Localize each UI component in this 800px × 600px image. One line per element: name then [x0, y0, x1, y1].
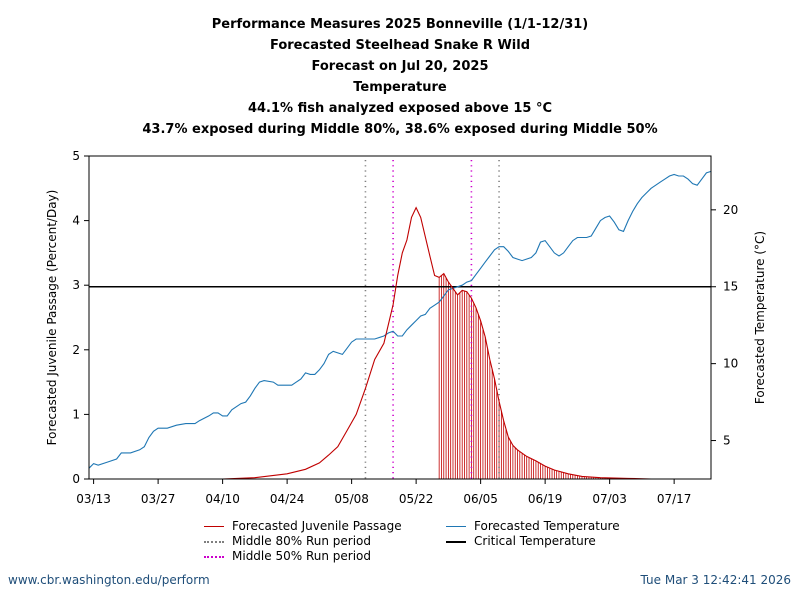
x-tick-label: 07/17 [657, 492, 692, 506]
chart-subtitle-measure: Temperature [353, 80, 447, 95]
chart-subtitle-species: Forecasted Steelhead Snake R Wild [269, 38, 531, 53]
legend-swatch-middle80 [204, 541, 224, 543]
footer-url[interactable]: www.cbr.washington.edu/perform [8, 573, 210, 587]
chart-titles: Performance Measures 2025 Bonneville (1/… [0, 14, 800, 140]
footer-timestamp: Tue Mar 3 12:42:41 2026 [640, 573, 791, 587]
legend-swatch-critical [446, 541, 466, 543]
x-tick-label: 05/22 [399, 492, 434, 506]
legend-swatch-passage [204, 526, 224, 527]
x-tick-label: 04/10 [205, 492, 240, 506]
series-line-temperature [88, 170, 712, 469]
chart-subtitle-exposure-total: 44.1% fish analyzed exposed above 15 °C [247, 101, 553, 116]
y-tick-label: 0 [72, 472, 80, 486]
y-tick-label: 5 [72, 149, 80, 163]
y-axis-title: Forecasted Juvenile Passage (Percent/Day… [45, 190, 59, 446]
y-tick-label: 3 [72, 278, 80, 292]
x-tick-label: 04/24 [270, 492, 305, 506]
plot-frame [88, 155, 712, 480]
legend-label-middle80: Middle 80% Run period [232, 534, 371, 548]
y2-axis-title: Forecasted Temperature (°C) [753, 231, 767, 404]
legend-label-passage: Forecasted Juvenile Passage [232, 519, 402, 533]
chart-subtitle-forecast-date: Forecast on Jul 20, 2025 [311, 59, 489, 74]
y2-tick-label: 5 [723, 434, 731, 448]
y2-tick-label: 15 [723, 280, 738, 294]
y-tick-label: 4 [72, 214, 80, 228]
x-tick-label: 06/05 [463, 492, 498, 506]
y2-tick-label: 10 [723, 357, 738, 371]
y-tick-label: 2 [72, 343, 80, 357]
legend-label-critical: Critical Temperature [474, 534, 596, 548]
legend-label-temperature: Forecasted Temperature [474, 519, 620, 533]
series-line-passage [222, 206, 652, 480]
x-tick-label: 06/19 [528, 492, 563, 506]
chart-title: Performance Measures 2025 Bonneville (1/… [211, 17, 589, 32]
x-tick-label: 03/13 [76, 492, 111, 506]
x-tick-label: 07/03 [592, 492, 627, 506]
chart-subtitle-exposure-run: 43.7% exposed during Middle 80%, 38.6% e… [142, 122, 658, 137]
legend-swatch-middle50 [204, 556, 224, 558]
x-tick-label: 03/27 [141, 492, 176, 506]
x-tick-label: 05/08 [334, 492, 369, 506]
y2-tick-label: 20 [723, 203, 738, 217]
legend-swatch-temperature [446, 526, 466, 527]
y-tick-label: 1 [72, 407, 80, 421]
legend-label-middle50: Middle 50% Run period [232, 549, 371, 563]
